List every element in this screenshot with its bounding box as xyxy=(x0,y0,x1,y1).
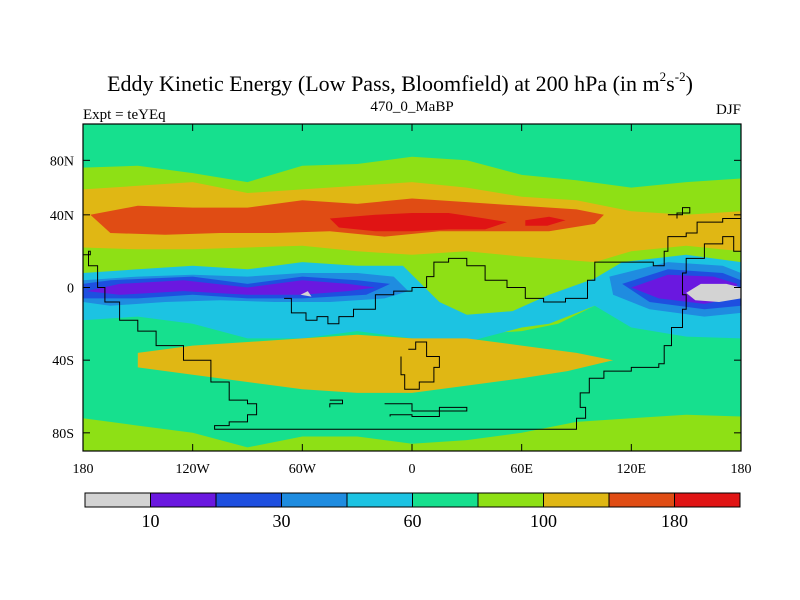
x-tick-label-2: 60W xyxy=(289,462,317,477)
colorbar-box-4 xyxy=(346,492,413,508)
colorbar-label-3: 100 xyxy=(530,511,557,531)
y-axis: 80N 40N 0 40S 80S xyxy=(50,154,741,442)
coastline-1 xyxy=(284,218,741,325)
colorbar-box-1 xyxy=(150,492,217,508)
colorbar-box-0 xyxy=(84,492,151,508)
contour-region-15 xyxy=(137,334,614,393)
coastline-4 xyxy=(329,399,343,408)
coastline-0 xyxy=(83,236,741,430)
colorbar-label-0: 10 xyxy=(142,511,160,531)
y-tick-label-2: 0 xyxy=(67,282,74,297)
contour-region-14 xyxy=(686,283,741,302)
y-tick-label-0: 80N xyxy=(50,154,74,169)
colorbar-box-7 xyxy=(543,492,610,508)
coastlines xyxy=(83,207,741,430)
colorbar-box-6 xyxy=(477,492,544,508)
chart-title: Eddy Kinetic Energy (Low Pass, Bloomfiel… xyxy=(107,69,693,96)
colorbar-box-3 xyxy=(281,492,348,508)
y-tick-label-4: 80S xyxy=(52,427,74,442)
coastline-5 xyxy=(667,207,691,219)
contour-region-5 xyxy=(525,216,566,226)
colorbar-box-5 xyxy=(412,492,479,508)
x-tick-label-1: 120W xyxy=(176,462,211,477)
season-label: DJF xyxy=(716,102,741,118)
colorbar-box-8 xyxy=(608,492,675,508)
experiment-label: Expt = teYEq xyxy=(83,107,166,123)
y-tick-label-1: 40N xyxy=(50,209,74,224)
x-tick-label-3: 0 xyxy=(409,462,416,477)
contour-region-13 xyxy=(300,291,312,297)
contour-region-11 xyxy=(86,280,376,295)
x-tick-label-5: 120E xyxy=(617,462,647,477)
y-tick-label-3: 40S xyxy=(52,354,74,369)
x-tick-label-0: 180 xyxy=(73,462,94,477)
colorbar-box-2 xyxy=(215,492,282,508)
colorbar-label-1: 30 xyxy=(273,511,291,531)
colorbar: 10 30 60 100 180 xyxy=(84,492,741,531)
x-tick-label-6: 180 xyxy=(731,462,752,477)
colorbar-label-4: 180 xyxy=(661,511,688,531)
contour-fills xyxy=(83,124,741,451)
subtitle-label: 470_0_MaBP xyxy=(370,99,453,115)
coastline-2 xyxy=(400,341,440,390)
x-tick-label-4: 60E xyxy=(510,462,533,477)
colorbar-label-2: 60 xyxy=(404,511,422,531)
coastline-3 xyxy=(384,403,468,417)
plot-area xyxy=(82,123,742,452)
x-axis: 180 120W 60W 0 60E 120E 180 xyxy=(73,124,752,477)
contour-region-4 xyxy=(329,213,507,232)
colorbar-box-9 xyxy=(674,492,741,508)
